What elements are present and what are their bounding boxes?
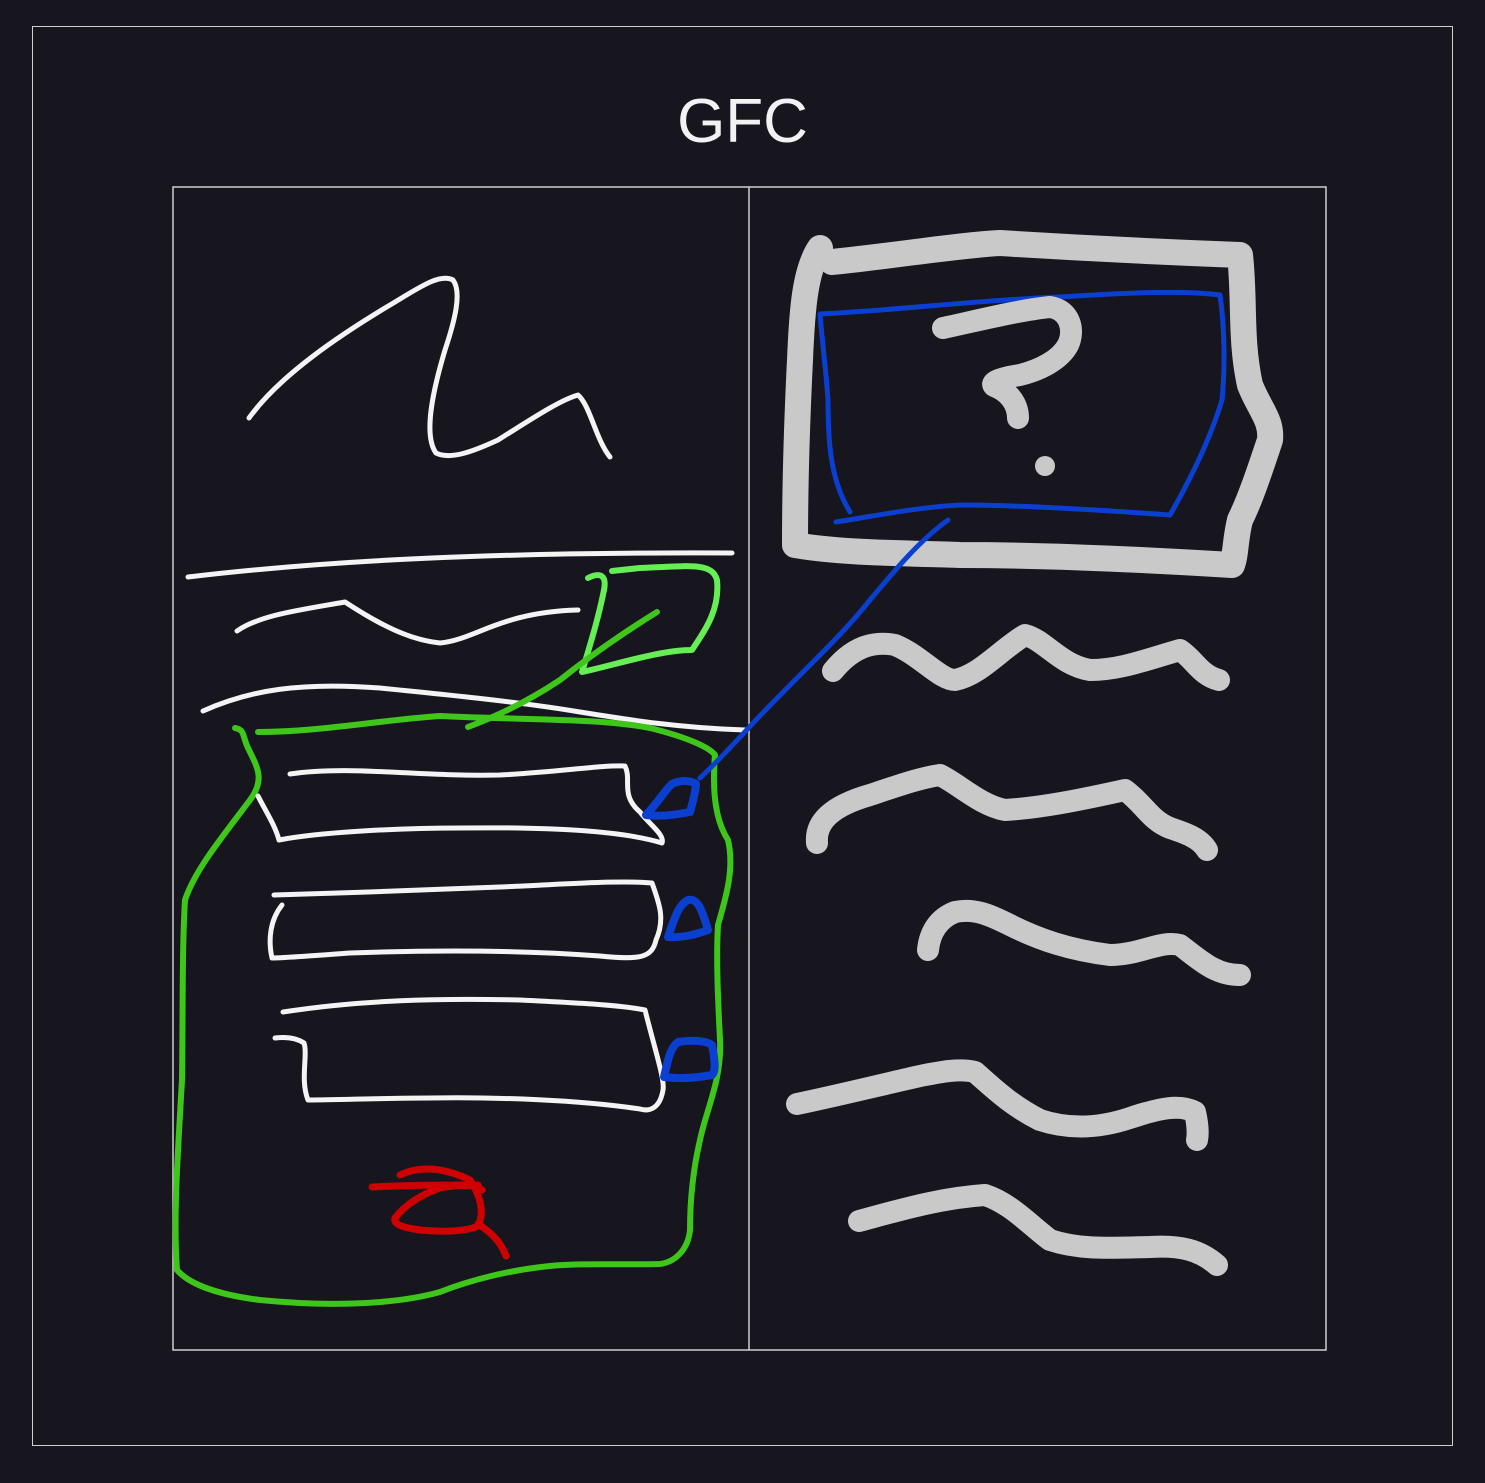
diagram-title: GFC [677,87,808,156]
wavy-text-line-icon [786,1059,1209,1151]
wavy-text-line-icon [848,1184,1228,1276]
wavy-text-line-icon [234,599,581,646]
wavy-text-line-icon [822,624,1230,691]
question-mark-dot [1035,456,1055,476]
outer-frame [32,26,1453,1446]
scribble-heading-icon [246,275,613,460]
wavy-text-line-icon [805,764,1218,861]
left-panel [172,275,748,1307]
question-mark-icon [932,296,1082,429]
input-field-icon [267,879,664,961]
separator-line [185,550,735,580]
wavy-text-line-icon [917,899,1251,986]
separator-line [200,683,748,733]
submit-button-icon [368,1165,510,1260]
link-connector-line [697,517,951,781]
input-field-icon [255,763,665,846]
image-placeholder-icon [782,230,1284,578]
link-anchor-icon [642,777,700,820]
link-anchor-icon [660,1036,719,1083]
annotation-note-icon [579,563,721,675]
link-anchor-icon [664,895,712,942]
right-panel [697,230,1284,1276]
input-field-icon [272,996,666,1113]
inner-frame [172,186,1327,1351]
form-outline [172,713,734,1307]
